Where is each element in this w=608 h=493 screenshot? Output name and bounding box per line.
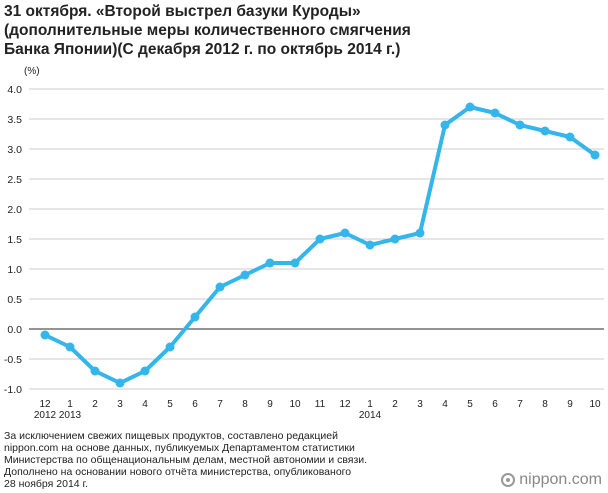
data-point — [565, 132, 575, 142]
x-tick-label: 12 — [39, 399, 51, 410]
series-line — [43, 105, 597, 385]
y-tick-label: 3.0 — [7, 144, 22, 156]
footnote-line-3: Министерства по общенациональным делам, … — [4, 454, 368, 466]
data-point — [340, 228, 350, 238]
data-point — [90, 366, 100, 376]
title-line-2: (дополнительные меры количественного смя… — [4, 22, 411, 39]
data-point — [115, 378, 125, 388]
y-tick-label: 0.5 — [7, 294, 22, 306]
x-year-label: 2013 — [59, 410, 82, 421]
y-tick-label: 2.5 — [7, 174, 22, 186]
x-tick-label: 5 — [167, 399, 173, 410]
x-tick-label: 3 — [117, 399, 123, 410]
x-tick-label: 4 — [442, 399, 448, 410]
data-point — [40, 330, 50, 340]
data-point — [165, 342, 175, 352]
x-tick-label: 9 — [267, 399, 273, 410]
y-tick-label: 1.5 — [7, 234, 22, 246]
y-tick-label: 4.0 — [7, 84, 22, 96]
data-point — [215, 282, 225, 292]
brand-logo: nippon.com — [501, 471, 602, 489]
x-year-label: 2012 — [34, 410, 57, 421]
data-point — [440, 120, 450, 130]
x-tick-label: 1 — [67, 399, 73, 410]
data-point — [65, 342, 75, 352]
x-tick-label: 6 — [492, 399, 498, 410]
y-tick-label: 3.5 — [7, 114, 22, 126]
x-tick-label: 8 — [542, 399, 548, 410]
data-point — [390, 234, 400, 244]
x-year-label: 2014 — [359, 410, 382, 421]
x-tick-label: 10 — [289, 399, 301, 410]
x-tick-label: 2 — [392, 399, 398, 410]
data-point — [315, 234, 325, 244]
data-point — [540, 126, 550, 136]
x-tick-label: 6 — [192, 399, 198, 410]
title-line-1: 31 октября. «Второй выстрел базуки Курод… — [4, 3, 361, 20]
data-point — [190, 312, 200, 322]
x-tick-label: 4 — [142, 399, 148, 410]
data-point — [415, 228, 425, 238]
x-tick-label: 7 — [217, 399, 223, 410]
footnote: За исключением свежих пищевых продуктов,… — [4, 430, 484, 490]
y-tick-label: 1.0 — [7, 264, 22, 276]
x-tick-label: 1 — [367, 399, 373, 410]
x-tick-label: 8 — [242, 399, 248, 410]
x-tick-label: 10 — [589, 399, 601, 410]
footnote-line-2: nippon.com на основе данных, публикуемых… — [4, 442, 355, 454]
footnote-line-1: За исключением свежих пищевых продуктов,… — [4, 430, 338, 442]
chart-title: 31 октября. «Второй выстрел базуки Курод… — [4, 2, 604, 59]
y-tick-label: 0.0 — [7, 324, 22, 336]
data-point — [590, 150, 600, 160]
data-point — [490, 108, 500, 118]
brand-name: nippon.com — [519, 471, 602, 488]
footnote-line-5: 28 ноября 2014 г. — [4, 478, 88, 490]
data-point — [515, 120, 525, 130]
line-chart: (%)4.03.53.02.52.01.51.00.50.0-0.5-1.012… — [4, 66, 604, 421]
data-point — [265, 258, 275, 268]
x-tick-label: 3 — [417, 399, 423, 410]
y-tick-label: 2.0 — [7, 204, 22, 216]
data-point — [140, 366, 150, 376]
y-tick-label: -0.5 — [4, 354, 22, 366]
data-point — [465, 102, 475, 112]
footnote-line-4: Дополнено на основании нового отчёта мин… — [4, 466, 352, 478]
x-tick-label: 12 — [339, 399, 351, 410]
y-tick-label: -1.0 — [4, 384, 22, 396]
x-tick-label: 5 — [467, 399, 473, 410]
data-point — [365, 240, 375, 250]
brand-icon — [501, 473, 516, 487]
x-tick-label: 7 — [517, 399, 523, 410]
data-point — [290, 258, 300, 268]
y-axis-unit-label: (%) — [24, 66, 40, 77]
data-point — [240, 270, 250, 280]
x-tick-label: 2 — [92, 399, 98, 410]
title-line-3: Банка Японии)(С декабря 2012 г. по октяб… — [4, 41, 401, 58]
x-tick-label: 9 — [567, 399, 573, 410]
x-tick-label: 11 — [315, 399, 326, 410]
